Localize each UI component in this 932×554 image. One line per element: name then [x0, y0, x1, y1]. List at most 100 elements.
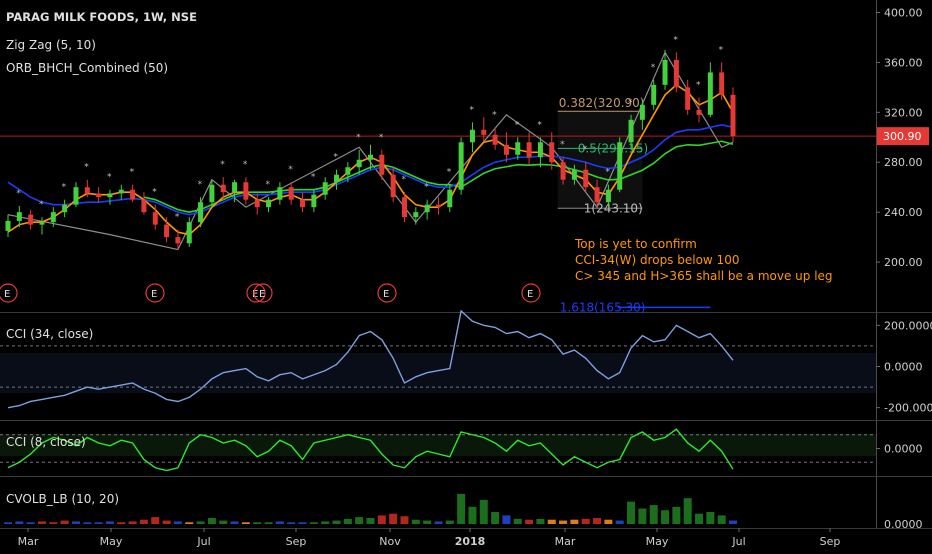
candle-body [685, 87, 691, 110]
volume-bar [275, 521, 284, 524]
star-marker: * [334, 153, 339, 163]
candle-body [492, 134, 498, 145]
earnings-marker-label: E [259, 289, 265, 300]
annotation-line-2: CCI-34(W) drops below 100 [575, 253, 740, 267]
fib-label-1: 1(243.10) [584, 201, 643, 215]
x-tick-label: May [100, 535, 123, 548]
volume-bar [683, 498, 692, 524]
volume-bar [94, 522, 103, 524]
volume-bar [411, 519, 420, 524]
volume-bar [468, 506, 477, 524]
candle-body [288, 187, 294, 200]
star-marker: * [379, 133, 384, 143]
price-tick-label: 200.00 [884, 256, 923, 269]
star-marker: * [288, 165, 293, 175]
candle-body [390, 174, 396, 198]
volume-bar [695, 513, 704, 524]
candle-body [345, 167, 351, 175]
volume-bar [525, 519, 534, 524]
price-tick-label: 360.00 [884, 56, 923, 69]
candle-body [673, 59, 679, 88]
candle-body [571, 169, 577, 180]
earnings-marker [377, 283, 397, 303]
earnings-marker-label: E [151, 289, 157, 300]
candle-body [28, 214, 34, 225]
candle-body [469, 129, 475, 143]
candle-body [322, 182, 328, 195]
star-marker: * [673, 35, 678, 45]
candle-body [96, 193, 102, 198]
chart-title: PARAG MILK FOODS, 1W, NSE [6, 10, 197, 24]
star-marker: * [16, 189, 21, 199]
volume-bar [37, 521, 46, 524]
volume-bar [162, 520, 171, 524]
star-marker: * [107, 173, 112, 183]
star-marker: * [537, 120, 542, 130]
star-marker: * [696, 80, 701, 90]
overlay-zigzag-legend: Zig Zag (5, 10) [6, 38, 96, 52]
candle-body [537, 142, 543, 158]
volume-bar [570, 519, 579, 524]
volume-tick-label: 0.0000 [884, 518, 923, 531]
annotation-line-3: C> 345 and H>365 shall be a move up leg [575, 269, 833, 283]
candle-body [515, 142, 521, 155]
volume-bar [717, 515, 726, 524]
volume-bar [83, 522, 92, 524]
candle-body [639, 104, 645, 120]
candle-body [311, 194, 317, 208]
candle-body [628, 119, 634, 143]
overlay-orb-legend: ORB_BHCH_Combined (50) [6, 61, 169, 75]
star-marker: * [175, 213, 180, 223]
price-tick-label: 400.00 [884, 6, 923, 19]
candle-body [175, 237, 181, 244]
candle-body [413, 212, 419, 218]
volume-bar [627, 501, 636, 524]
volume-bar [287, 522, 296, 524]
cvolb-legend: CVOLB_LB (10, 20) [6, 492, 120, 506]
candle-body [503, 144, 509, 155]
x-tick-label: Sep [820, 535, 841, 548]
cci34-tick-label: 0.0000 [884, 361, 923, 374]
candle-body [198, 202, 204, 223]
volume-bar [321, 521, 330, 524]
candle-body [458, 142, 464, 190]
cci8-band-fill [0, 434, 876, 456]
star-marker: * [515, 120, 520, 130]
volume-bar [457, 493, 466, 524]
volume-bar [15, 521, 24, 524]
last-price-badge [877, 127, 929, 146]
volume-bar [400, 516, 409, 524]
star-marker: * [719, 45, 724, 55]
earnings-marker [246, 283, 266, 303]
candle-body [662, 59, 668, 85]
ma-slow-line [143, 140, 734, 213]
x-tick-label: Mar [18, 535, 39, 548]
volume-bar [377, 515, 386, 524]
x-tick-label: Mar [555, 535, 576, 548]
candle-body [605, 189, 611, 203]
volume-bar [445, 520, 454, 524]
volume-bar [241, 522, 250, 524]
cci8-legend: CCI (8, close) [6, 435, 86, 449]
fib-label-0382: 0.382(320.90) [559, 96, 645, 110]
earnings-marker [145, 283, 165, 303]
earnings-marker-label: E [383, 289, 389, 300]
candle-body [379, 154, 385, 175]
cci34-line [7, 309, 734, 409]
volume-bar [366, 517, 375, 524]
candle-body [209, 184, 215, 203]
candle-body [526, 142, 532, 158]
volume-bar [559, 520, 568, 524]
candle-body [334, 174, 340, 183]
volume-bar [706, 511, 715, 524]
candle-body [220, 184, 226, 193]
volume-bar [513, 518, 522, 524]
star-marker: * [220, 160, 225, 170]
candle-body [107, 193, 113, 198]
volume-bar [309, 522, 318, 524]
cci34-legend: CCI (34, close) [6, 327, 94, 341]
candle-body [617, 142, 623, 190]
candle-body [73, 187, 79, 205]
